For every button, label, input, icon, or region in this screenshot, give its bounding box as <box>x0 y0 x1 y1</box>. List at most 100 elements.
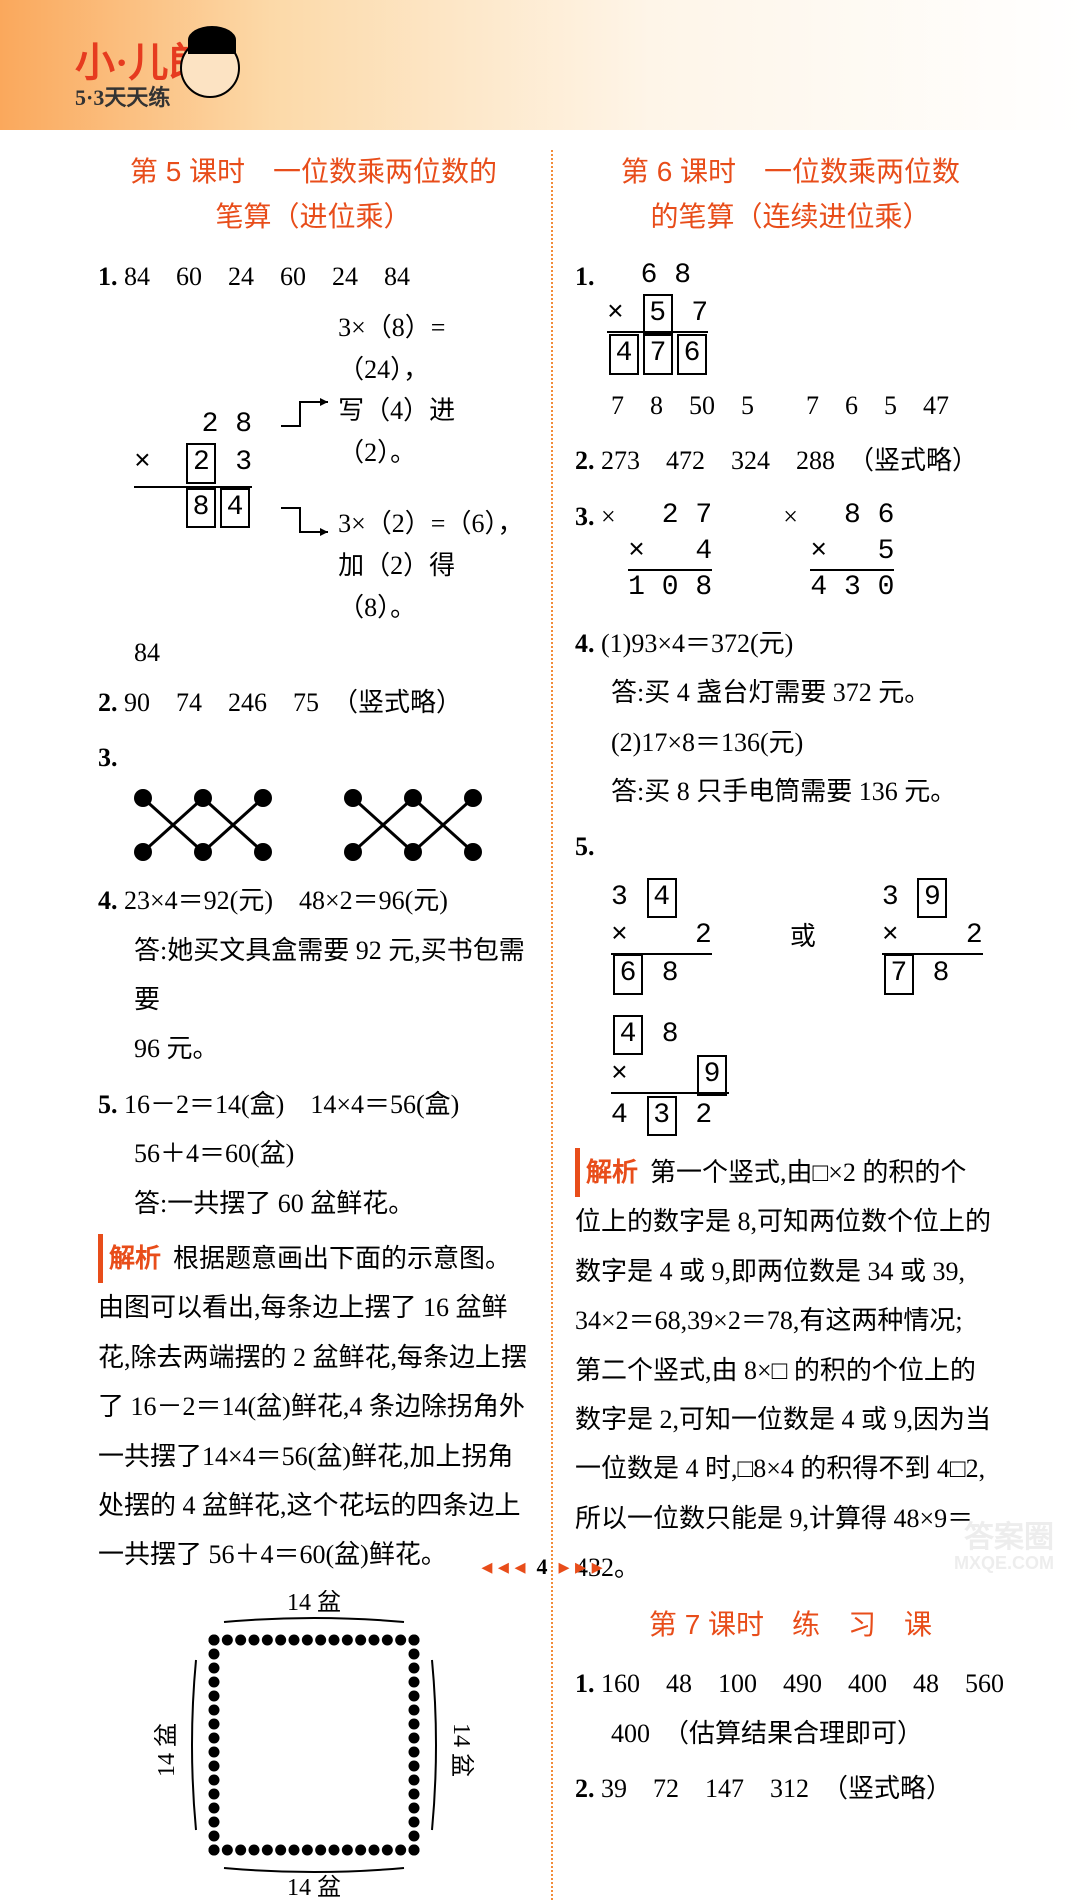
rq4: 4. (1)93×4＝372(元) 答:买 4 盏台灯需要 372 元。 (2)… <box>575 619 1006 817</box>
title-line1: 第 6 课时 一位数乘两位数 <box>621 156 960 187</box>
jiexi-right: 解析第一个竖式,由□×2 的积的个 位上的数字是 8,可知两位数个位上的 数字是… <box>575 1148 1006 1593</box>
rq1: 1. 6 8 × 5 7 476 7 8 50 5 7 6 5 47 <box>575 252 1006 431</box>
vert-r3: 84 <box>134 488 252 528</box>
square-dots-diagram: 14 盆 14 盆 14 盆 14 盆 <box>154 1590 474 1900</box>
left-column: 第 5 课时 一位数乘两位数的 笔算（进位乘） 1. 84 60 24 60 2… <box>80 150 547 1900</box>
v-r2: × 5 7 <box>607 298 708 333</box>
wm-l2: MXQE.COM <box>954 1554 1054 1574</box>
content-columns: 第 5 课时 一位数乘两位数的 笔算（进位乘） 1. 84 60 24 60 2… <box>0 130 1084 1900</box>
rq4-l2: 答:买 4 盏台灯需要 372 元。 <box>575 668 1006 717</box>
s7q2-ans: 39 72 147 312 （竖式略） <box>601 1774 952 1803</box>
title-line1: 第 5 课时 一位数乘两位数的 <box>130 156 497 187</box>
note3: 3×（2）=（6）， <box>338 503 529 545</box>
q1-answers: 84 60 24 60 24 84 <box>124 262 410 291</box>
rq3a-sym: × <box>601 502 616 531</box>
jiexi-label: 解析 <box>98 1234 167 1283</box>
brand-subtitle: 5·3天天练 <box>75 80 170 112</box>
s7q1-l2: 400 （估算结果合理即可） <box>575 1709 1006 1758</box>
jiexi-left: 解析根据题意画出下面的示意图。 由图可以看出,每条边上摆了 16 盆鲜 花,除去… <box>98 1234 529 1580</box>
column-divider <box>551 150 553 1900</box>
q2-ans: 90 74 246 75 （竖式略） <box>124 688 462 717</box>
title-line2: 的笔算（连续进位乘） <box>650 201 930 232</box>
rq5b: 3 9 × 2 7 8 <box>882 878 983 995</box>
header-band: 小·儿郎 5·3天天练 <box>0 0 1084 130</box>
svg-text:14 盆: 14 盆 <box>287 1590 341 1616</box>
rq3b-vert: 8 6 × 5 4 3 0 <box>810 498 894 607</box>
q4: 4. 23×4＝92(元) 48×2＝96(元) 答:她买文具盒需要 92 元,… <box>98 876 529 1074</box>
rq2-no: 2. <box>575 446 595 475</box>
rq3a-vert: 2 7 × 4 1 0 8 <box>628 498 712 607</box>
note4: 加（2）得（8）。 <box>338 545 529 628</box>
arrow-brackets <box>280 398 328 538</box>
v-r1: 6 8 <box>607 260 691 291</box>
rq4-l1: (1)93×4＝372(元) <box>601 629 793 658</box>
q1-no: 1. <box>98 262 118 291</box>
q3-cross-diagram <box>128 786 498 866</box>
rq4-no: 4. <box>575 629 595 658</box>
jiexi-label-r: 解析 <box>575 1148 644 1197</box>
rq5-no: 5. <box>575 832 595 861</box>
page-number: 4 <box>537 1554 548 1579</box>
q5-l2: 56＋4＝60(盆) <box>98 1129 529 1178</box>
rq5: 5. 3 4 × 2 6 8 或 3 9 × 2 7 8 4 8 × 9 <box>575 822 1006 1142</box>
q1: 1. 84 60 24 60 24 84 <box>98 252 529 301</box>
q2: 2. 90 74 246 75 （竖式略） <box>98 678 529 727</box>
q1-vert: 2 8 × 2 3 84 <box>134 407 252 528</box>
rq3-no: 3. <box>575 502 595 531</box>
rq1-vert: 6 8 × 5 7 476 <box>607 258 709 375</box>
q5: 5. 16－2＝14(盒) 14×4＝56(盒) 56＋4＝60(盆) 答:一共… <box>98 1080 529 1228</box>
q1-vertical-working: 2 8 × 2 3 84 3×（8）=（24）， 写（4）进（2）。 3×（2）… <box>128 307 529 628</box>
q5-l1: 16－2＝14(盒) 14×4＝56(盒) <box>124 1090 459 1119</box>
page-footer: ◂ ◂ ◂ 4 ▸ ▸ ▸ <box>0 1554 1084 1580</box>
q4-l3: 96 元。 <box>98 1024 529 1073</box>
s7q2-no: 2. <box>575 1774 595 1803</box>
vert-r1: 2 8 <box>134 407 252 443</box>
note1: 3×（8）=（24）， <box>338 307 529 390</box>
s7q1-no: 1. <box>575 1669 595 1698</box>
q1-tail: 84 <box>98 628 529 677</box>
vert-r2: × 2 3 <box>134 443 252 487</box>
lesson7-title: 第 7 课时 练 习 课 <box>575 1603 1006 1648</box>
q3: 3. <box>98 733 529 866</box>
title-line2: 笔算（进位乘） <box>215 201 411 232</box>
s7-q2: 2. 39 72 147 312 （竖式略） <box>575 1764 1006 1813</box>
q2-no: 2. <box>98 688 118 717</box>
rq3: 3. × 2 7 × 4 1 0 8 × 8 6 × 5 4 3 0 <box>575 492 1006 613</box>
svg-text:14 盆: 14 盆 <box>154 1723 180 1777</box>
q4-l1: 23×4＝92(元) 48×2＝96(元) <box>124 886 448 915</box>
rq3b-sym: × <box>783 502 798 531</box>
q1-notes: 3×（8）=（24）， 写（4）进（2）。 3×（2）=（6）， 加（2）得（8… <box>338 307 529 628</box>
right-column: 第 6 课时 一位数乘两位数 的笔算（连续进位乘） 1. 6 8 × 5 7 4… <box>557 150 1024 1900</box>
rq1-row: 7 8 50 5 7 6 5 47 <box>575 381 1006 430</box>
rq4-l3: (2)17×8＝136(元) <box>575 718 1006 767</box>
jx-p3: 花,除去两端摆的 2 盆鲜花,每条边上摆 <box>98 1333 529 1382</box>
rq2-ans: 273 472 324 288 （竖式略） <box>601 446 978 475</box>
q3-no: 3. <box>98 743 118 772</box>
rq5a: 3 4 × 2 6 8 <box>611 878 712 995</box>
svg-text:14 盆: 14 盆 <box>287 1874 341 1900</box>
brand-mascot <box>180 38 240 98</box>
note2: 写（4）进（2）。 <box>338 390 529 473</box>
watermark: 答案圈 MXQE.COM <box>954 1521 1054 1574</box>
triangle-right-icon: ▸ ▸ ▸ <box>559 1554 603 1579</box>
wm-l1: 答案圈 <box>954 1521 1054 1554</box>
q5-no: 5. <box>98 1090 118 1119</box>
rq2: 2. 273 472 324 288 （竖式略） <box>575 436 1006 485</box>
jx-p5: 一共摆了14×4＝56(盆)鲜花,加上拐角 <box>98 1432 529 1481</box>
rq5c: 4 8 × 9 4 3 2 <box>611 1015 729 1136</box>
rq1-no: 1. <box>575 262 595 291</box>
q4-l2: 答:她买文具盒需要 92 元,买书包需要 <box>98 926 529 1025</box>
lesson5-title: 第 5 课时 一位数乘两位数的 笔算（进位乘） <box>98 150 529 240</box>
s7-q1: 1. 160 48 100 490 400 48 560 400 （估算结果合理… <box>575 1659 1006 1758</box>
triangle-left-icon: ◂ ◂ ◂ <box>481 1554 525 1579</box>
jx-p6: 处摆的 4 盆鲜花,这个花坛的四条边上 <box>98 1481 529 1530</box>
or-text: 或 <box>790 912 816 961</box>
jx-p1: 根据题意画出下面的示意图。 <box>173 1244 511 1273</box>
svg-text:14 盆: 14 盆 <box>448 1723 474 1777</box>
rq4-l4: 答:买 8 只手电筒需要 136 元。 <box>575 767 1006 816</box>
s7q1-l1: 160 48 100 490 400 48 560 <box>601 1669 1004 1698</box>
jx-p4: 了 16－2＝14(盆)鲜花,4 条边除拐角外 <box>98 1382 529 1431</box>
jx-p2: 由图可以看出,每条边上摆了 16 盆鲜 <box>98 1283 529 1332</box>
q5-l3: 答:一共摆了 60 盆鲜花。 <box>98 1179 529 1228</box>
v-r3: 476 <box>607 338 709 369</box>
